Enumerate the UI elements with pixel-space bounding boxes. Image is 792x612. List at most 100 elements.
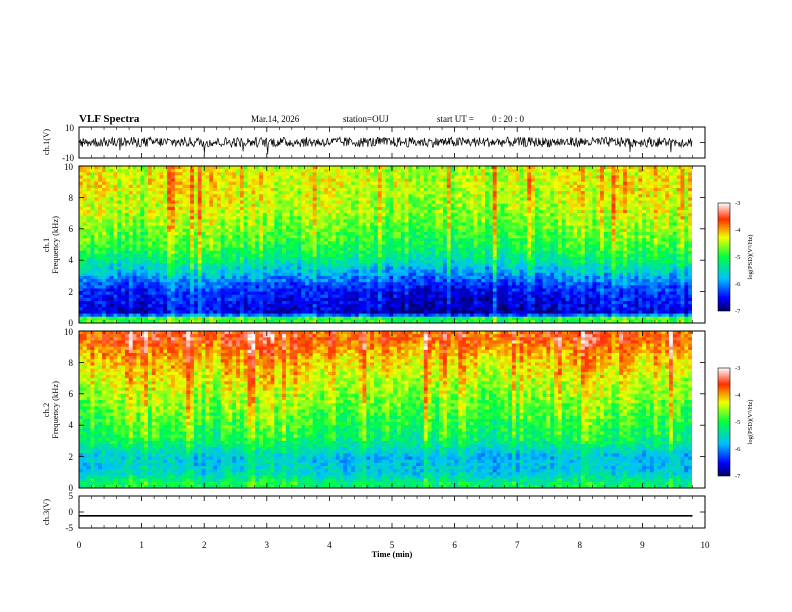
spectrogram-cell — [151, 169, 157, 173]
spectrogram-cell — [167, 247, 172, 252]
spectrogram-cell — [557, 175, 563, 179]
spectrogram-cell — [163, 250, 168, 255]
spectrogram-cell — [496, 209, 501, 214]
spectrogram-cell — [465, 250, 471, 255]
spectrogram-cell — [573, 257, 578, 261]
spectrogram-cell — [442, 244, 448, 249]
spectrogram-cell — [419, 181, 425, 186]
spectrogram-cell — [236, 257, 241, 261]
spectrogram-cell — [140, 166, 145, 170]
spectrogram-cell — [270, 253, 275, 258]
spectrogram-cell — [615, 250, 620, 255]
spectrogram-cell — [527, 200, 532, 205]
spectrogram-cell — [676, 166, 681, 170]
spectrogram-cell — [285, 231, 291, 236]
spectrogram-cell — [485, 238, 490, 242]
spectrogram-cell — [462, 222, 467, 227]
spectrogram-cell — [439, 187, 444, 192]
spectrogram-cell — [684, 187, 689, 192]
spectrogram-cell — [366, 247, 371, 252]
spectrogram-cell — [201, 244, 206, 249]
spectrogram-cell — [224, 172, 229, 176]
spectrogram-cell — [308, 244, 314, 249]
spectrogram-cell — [515, 238, 520, 242]
spectrogram-cell — [251, 197, 256, 201]
spectrogram-cell — [611, 247, 616, 252]
spectrogram-cell — [358, 228, 363, 233]
spectrogram-cell — [626, 197, 632, 201]
spectrogram-cell — [174, 178, 180, 183]
spectrogram-cell — [584, 257, 589, 261]
spectrogram-cell — [546, 231, 551, 236]
spectrogram-cell — [228, 216, 233, 220]
spectrogram-cell — [251, 244, 256, 249]
spectrogram-cell — [354, 187, 360, 192]
spectrogram-cell — [600, 216, 605, 220]
spectrogram-cell — [86, 200, 91, 205]
spectrogram-cell — [351, 247, 356, 252]
spectrogram-cell — [79, 178, 84, 183]
spectrogram-cell — [554, 166, 559, 170]
spectrogram-cell — [228, 200, 233, 205]
spectrogram-cell — [584, 213, 589, 217]
spectrogram-cell — [561, 222, 566, 227]
spectrogram-cell — [82, 209, 88, 214]
spectrogram-cell — [213, 175, 218, 179]
spectrogram-cell — [232, 178, 237, 183]
spectrogram-cell — [335, 187, 340, 192]
spectrogram-cell — [619, 194, 624, 198]
spectrogram-cell — [358, 175, 363, 179]
spectrogram-cell — [305, 209, 310, 214]
spectrogram-cell — [328, 250, 333, 255]
spectrogram-cell — [377, 235, 383, 239]
spectrogram-cell — [132, 231, 137, 236]
spectrogram-cell — [259, 250, 264, 255]
spectrogram-cell — [262, 253, 268, 258]
spectrogram-cell — [542, 209, 547, 214]
spectrogram-cell — [534, 172, 540, 176]
spectrogram-cell — [400, 228, 406, 233]
spectrogram-cell — [159, 206, 164, 211]
spectrogram-cell — [446, 191, 452, 195]
spectrogram-cell — [646, 187, 651, 192]
spectrogram-cell — [236, 219, 241, 223]
spectrogram-cell — [278, 197, 283, 201]
spectrogram-cell — [638, 238, 643, 242]
spectrogram-cell — [657, 194, 662, 198]
spectrogram-cell — [117, 187, 122, 192]
spectrogram-cell — [504, 203, 509, 208]
spectrogram-cell — [255, 209, 260, 214]
spectrogram-cell — [557, 235, 563, 239]
spectrogram-cell — [531, 222, 536, 227]
spectrogram-cell — [147, 250, 153, 255]
spectrogram-cell — [462, 219, 467, 223]
spectrogram-cell — [492, 250, 497, 255]
spectrogram-cell — [462, 244, 467, 249]
spectrogram-cell — [657, 244, 662, 249]
spectrogram-cell — [630, 244, 635, 249]
spectrogram-cell — [523, 219, 528, 223]
spectrogram-cell — [607, 181, 612, 186]
spectrogram-cell — [465, 235, 471, 239]
spectrogram-cell — [140, 216, 145, 220]
spectrogram-cell — [400, 191, 406, 195]
spectrogram-cell — [128, 213, 134, 217]
spectrogram-cell — [446, 169, 452, 173]
header-station: station=OUJ — [343, 114, 389, 124]
spectrogram-cell — [201, 187, 206, 192]
spectrogram-cell — [615, 194, 620, 198]
spectrogram-cell — [680, 166, 685, 170]
spectrogram-cell — [646, 247, 651, 252]
spectrogram-cell — [619, 257, 624, 261]
spectrogram-cell — [492, 191, 497, 195]
spectrogram-cell — [469, 175, 475, 179]
spectrogram-cell — [634, 228, 639, 233]
spectrogram-cell — [404, 235, 409, 239]
spectrogram-cell — [435, 191, 440, 195]
spectrogram-cell — [79, 244, 84, 249]
spectrogram-cell — [688, 238, 693, 242]
spectrogram-cell — [569, 228, 574, 233]
spectrogram-cell — [201, 225, 206, 230]
spectrogram-cell — [550, 197, 555, 201]
spectrogram-cell — [500, 257, 505, 261]
